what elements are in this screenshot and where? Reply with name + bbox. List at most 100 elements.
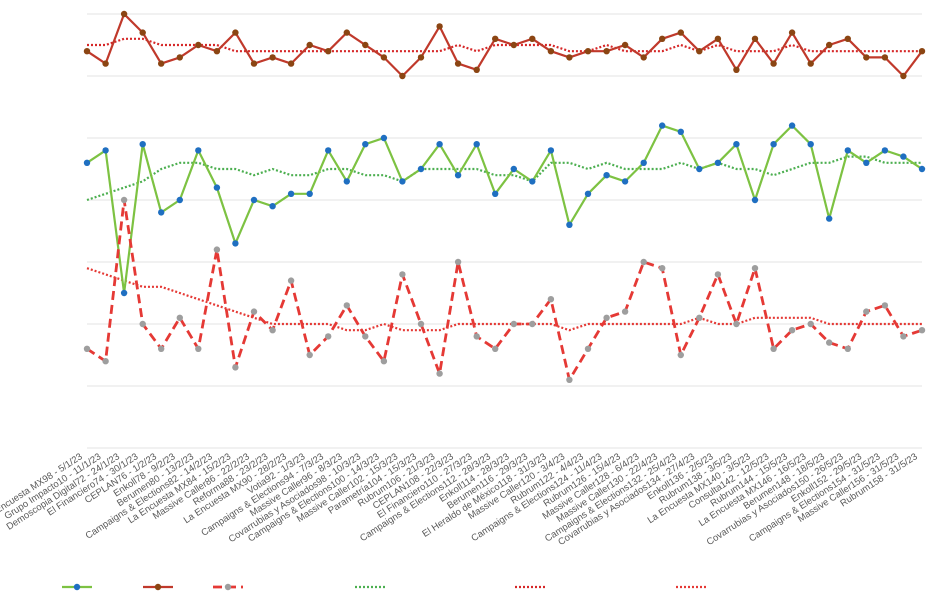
series-2-point	[863, 308, 870, 315]
series-0-point	[213, 184, 221, 191]
series-1-point	[232, 29, 239, 36]
series-2-point	[83, 345, 91, 352]
series-0-point	[677, 128, 684, 135]
series-2-point	[881, 302, 889, 309]
series-1-point	[83, 48, 91, 55]
series-0-point	[918, 165, 926, 173]
series-0-point	[603, 172, 610, 179]
series-0-point	[584, 190, 592, 197]
series-2-point	[603, 314, 610, 321]
series-2	[83, 196, 926, 383]
series-2-point	[770, 345, 777, 352]
series-2-point	[584, 345, 592, 352]
series-5	[86, 267, 922, 332]
series-0-point	[158, 209, 165, 216]
series-1-point	[918, 48, 926, 55]
series-2-point	[269, 327, 276, 334]
series-0-point	[287, 190, 295, 197]
series-0-point	[863, 159, 870, 166]
series-2-point	[195, 345, 202, 352]
series-1-point	[510, 41, 517, 49]
series-2-point	[714, 271, 722, 278]
series-1-point	[102, 60, 109, 67]
series-1-point	[714, 35, 722, 42]
series-0-point	[399, 178, 406, 185]
series-0-point	[640, 159, 647, 166]
series-1-point	[454, 60, 462, 67]
series-2-point	[399, 271, 406, 278]
series-2-point	[788, 327, 796, 334]
series-1-point	[399, 72, 406, 80]
series-0-point	[696, 165, 703, 173]
series-0-point	[714, 159, 722, 166]
series-0-point	[120, 289, 128, 297]
series-2-point	[139, 320, 146, 328]
series-1-point	[380, 54, 388, 61]
legend-item-0	[62, 583, 92, 591]
series-0-point	[659, 122, 666, 129]
legend-item-2	[213, 583, 243, 591]
series-0-point	[510, 165, 517, 173]
series-1-point	[733, 66, 740, 74]
series-2-point	[454, 258, 462, 266]
series-2-point	[102, 358, 109, 365]
series-1-point	[640, 54, 647, 61]
legend-swatch-marker	[154, 583, 162, 591]
series-0-point	[547, 147, 555, 154]
series-0-point	[83, 159, 91, 166]
series-0-point	[250, 196, 258, 204]
series-1-point	[751, 35, 759, 42]
series-2-point	[436, 370, 443, 377]
series-1-point	[139, 29, 146, 36]
series-1-point	[343, 29, 350, 36]
series-2-point	[547, 296, 555, 303]
series-1-point	[677, 29, 684, 36]
series-1-point	[325, 48, 332, 55]
series-2-point	[621, 308, 629, 315]
series-1-point	[492, 35, 499, 42]
series-1-point	[844, 35, 851, 42]
series-2-point	[826, 339, 833, 346]
series-2-point	[529, 320, 536, 328]
series-0-point	[751, 196, 759, 204]
series-2-point	[696, 314, 703, 321]
gridlines	[87, 13, 922, 449]
series-1-point	[158, 60, 165, 67]
series-0-point	[733, 141, 740, 148]
series-2-point	[751, 265, 759, 272]
series-0-point	[176, 196, 183, 204]
series-2-point	[287, 277, 295, 284]
series-1-point	[863, 54, 870, 61]
series-1-point	[213, 48, 221, 55]
series-2-point	[250, 308, 258, 315]
series-1-point	[417, 54, 425, 61]
series-0-point	[102, 147, 109, 154]
series-2-point	[232, 364, 239, 371]
series-2-point	[417, 320, 425, 328]
legend	[62, 583, 706, 591]
series-0-point	[900, 153, 907, 160]
series-1-point	[826, 41, 833, 49]
series-0-point	[844, 147, 851, 154]
series-1-point	[659, 35, 666, 42]
series-1	[83, 10, 926, 80]
series-1-point	[529, 35, 536, 42]
series-0-point	[529, 178, 536, 185]
series-2-point	[510, 320, 517, 328]
series-1-point	[269, 54, 276, 61]
series-2-point	[176, 314, 183, 321]
series-0-point	[807, 141, 814, 148]
series-1-point	[306, 41, 313, 49]
legend-item-1	[143, 583, 173, 591]
series-2-point	[158, 345, 165, 352]
series-2-point	[640, 258, 647, 266]
series-0-point	[454, 172, 462, 179]
series-2-point	[343, 302, 350, 309]
series-0-point	[195, 147, 202, 154]
series-layer	[83, 10, 926, 383]
series-2-point	[900, 333, 907, 340]
series-2-point	[213, 246, 221, 253]
series-2-point	[492, 345, 499, 352]
series-1-point	[287, 60, 295, 67]
series-0-point	[232, 240, 239, 247]
